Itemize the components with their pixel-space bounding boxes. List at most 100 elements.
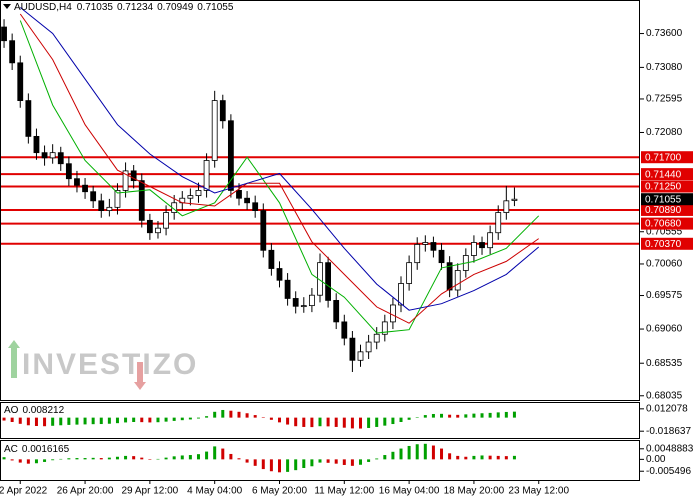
oscillator-bar (350, 459, 354, 466)
level-price-box (641, 168, 693, 181)
oscillator-bar (51, 459, 55, 461)
candle-body (195, 190, 202, 197)
oscillator-bar (67, 458, 71, 460)
oscillator-bar (359, 459, 363, 465)
level-price-box (641, 203, 693, 216)
oscillator-bar (512, 411, 516, 418)
oscillator-bar (472, 455, 476, 460)
moving-average-line (19, 20, 540, 334)
oscillator-bar (124, 455, 128, 460)
oscillator-bar (448, 453, 452, 460)
y-tick-label: 0.72595 (646, 94, 683, 105)
current-price-label: 0.71055 (645, 194, 682, 205)
oscillator-bar (391, 451, 395, 460)
candle-body (252, 202, 259, 211)
y-tick-label: 0.70555 (646, 226, 683, 237)
candle-body (454, 270, 461, 291)
candle-body (130, 170, 137, 182)
oscillator-bar (18, 417, 22, 424)
oscillator-bar (342, 417, 346, 428)
oscillator-bar (237, 458, 241, 460)
x-tick-label: 26 Apr 20:00 (57, 486, 114, 497)
low-value: 0.70949 (157, 2, 194, 13)
y-tick-label: 0.00 (646, 454, 666, 465)
y-tick-label: 0.69060 (646, 324, 683, 335)
oscillator-bar (205, 416, 209, 418)
moving-average-line (19, 7, 540, 311)
oscillator-bar (172, 456, 176, 460)
oscillator-bar (448, 414, 452, 418)
oscillator-bar (140, 417, 144, 423)
x-tick-label: 18 May 20:00 (444, 486, 505, 497)
candle-body (187, 195, 194, 199)
oscillator-bar (504, 411, 508, 418)
oscillator-bar (302, 417, 306, 427)
candle-body (414, 244, 421, 264)
oscillator-bar (253, 415, 257, 418)
oscillator-bar (229, 410, 233, 418)
oscillator-bar (51, 417, 55, 426)
candle-body (446, 262, 453, 291)
candle-body (90, 191, 97, 202)
oscillator-bar (277, 417, 281, 423)
oscillator-bar (318, 459, 322, 463)
oscillator-bar (221, 409, 225, 418)
oscillator-bar (286, 459, 290, 472)
y-tick-label: 0.68535 (646, 358, 683, 369)
oscillator-bar (99, 417, 103, 425)
oscillator-bar (391, 417, 395, 425)
candle-body (74, 178, 80, 186)
oscillator-bar (286, 417, 290, 425)
oscillator-bar (383, 455, 387, 460)
oscillator-bar (164, 417, 168, 422)
oscillator-bar (415, 417, 419, 418)
candle-body (163, 212, 169, 229)
oscillator-bar (26, 459, 30, 464)
oscillator-bar (399, 448, 403, 460)
oscillator-bar (367, 459, 371, 462)
oscillator-bar (67, 417, 71, 425)
oscillator-bar (334, 459, 338, 464)
oscillator-bar (464, 456, 468, 460)
oscillator-bar (480, 455, 484, 460)
y-tick-label: 0.012078 (646, 403, 688, 414)
oscillator-bar (156, 417, 160, 423)
oscillator-bar (512, 455, 516, 460)
level-price-label: 0.70680 (645, 219, 682, 230)
candle-body (365, 341, 372, 353)
candle-body (106, 206, 113, 211)
oscillator-bar (310, 417, 314, 428)
oscillator-bar (140, 457, 144, 460)
candle-body (211, 100, 218, 161)
oscillator-bar (132, 456, 136, 460)
oscillator-bar (188, 455, 192, 460)
y-tick-label: 0.69575 (646, 290, 683, 301)
x-tick-label: 11 May 12:00 (314, 486, 374, 497)
oscillator-bar (164, 457, 168, 460)
ac-value: 0.0016165 (22, 444, 70, 455)
oscillator-bar (310, 459, 314, 467)
level-price-box (641, 217, 693, 230)
level-price-label: 0.71700 (645, 152, 682, 163)
candle-body (9, 40, 16, 64)
oscillator-bar (318, 417, 322, 427)
y-tick-label: 0.68035 (646, 390, 683, 401)
oscillator-bar (180, 455, 184, 460)
candle-body (25, 100, 32, 137)
oscillator-bar (399, 417, 403, 422)
ac-panel-frame (0, 440, 640, 481)
x-tick-label: 4 May 04:00 (187, 486, 242, 497)
candle-body (300, 305, 307, 308)
oscillator-bar (83, 458, 87, 460)
level-price-label: 0.71250 (645, 182, 682, 193)
candle-body (1, 26, 7, 42)
oscillator-bar (196, 417, 200, 419)
oscillator-bar (496, 412, 500, 418)
oscillator-bar (2, 417, 6, 421)
watermark: INVESTIZO (22, 348, 198, 381)
oscillator-bar (488, 412, 492, 418)
candle-body (471, 242, 477, 256)
symbol: AUDUSD,H4 (14, 2, 72, 13)
oscillator-bar (148, 417, 152, 423)
